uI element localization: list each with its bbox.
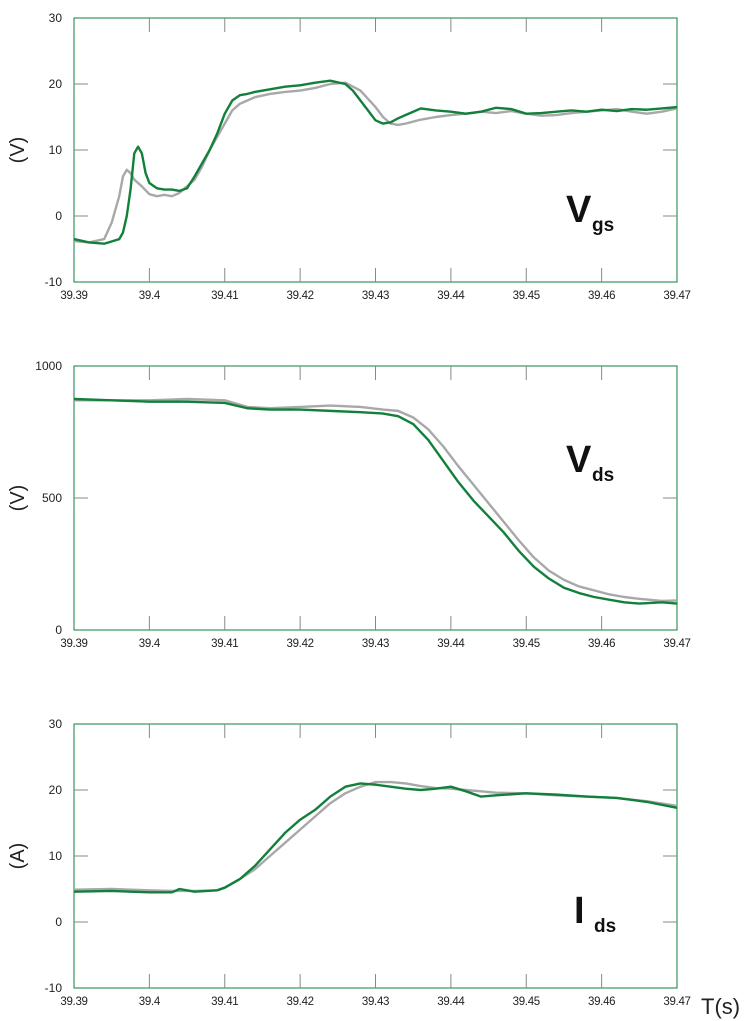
y-axis-label: (A) bbox=[7, 843, 29, 870]
signal-label-subscript: gs bbox=[592, 215, 614, 236]
y-tick-label: 1000 bbox=[35, 359, 62, 373]
panel-ids: 39.39 39.4 39.41 39.42 39.43 39.44 39.45 39.46 3… bbox=[7, 717, 691, 1008]
series-line-2 bbox=[74, 397, 677, 603]
x-tick-label: 39.39 bbox=[60, 638, 87, 650]
x-tick-label: 39.41 bbox=[211, 290, 238, 302]
y-tick-label: 30 bbox=[49, 717, 63, 731]
plot-frame bbox=[73, 365, 678, 631]
y-tick-label: 20 bbox=[49, 77, 63, 91]
y-tick-label: -10 bbox=[45, 981, 63, 995]
series-line-1 bbox=[74, 397, 677, 605]
x-tick-label: 39.39 bbox=[60, 996, 87, 1008]
plot-frame bbox=[73, 723, 678, 989]
x-tick-label: 39.44 bbox=[437, 638, 465, 650]
x-axis-unit-label: T(s) bbox=[701, 994, 740, 1019]
x-tick-label: 39.47 bbox=[663, 638, 690, 650]
x-tick-label: 39.45 bbox=[513, 638, 540, 650]
signal-label: I bbox=[574, 890, 585, 932]
panel-vgs: 39.39 39.4 39.41 39.42 39.43 39.44 39.45 39.46 3… bbox=[7, 11, 691, 302]
y-tick-label: 30 bbox=[49, 11, 63, 25]
y-tick-label: 0 bbox=[55, 915, 62, 929]
x-tick-label: 39.45 bbox=[513, 996, 540, 1008]
x-tick-label: 39.43 bbox=[362, 290, 389, 302]
y-axis-label: (V) bbox=[7, 137, 29, 164]
x-tick-label: 39.42 bbox=[286, 290, 313, 302]
series-line-2 bbox=[74, 81, 677, 244]
x-tick-label: 39.47 bbox=[663, 290, 690, 302]
x-tick-label: 39.42 bbox=[286, 996, 313, 1008]
y-tick-label: 0 bbox=[55, 209, 62, 223]
x-tick-label: 39.41 bbox=[211, 638, 238, 650]
x-tick-label: 39.41 bbox=[211, 996, 238, 1008]
signal-label-subscript: ds bbox=[592, 465, 614, 486]
y-tick-label: 10 bbox=[49, 143, 63, 157]
x-tick-label: 39.44 bbox=[437, 290, 465, 302]
y-tick-label: 500 bbox=[42, 491, 62, 505]
y-tick-label: 0 bbox=[55, 623, 62, 637]
y-axis-label: (V) bbox=[7, 485, 29, 512]
y-tick-label: -10 bbox=[45, 275, 63, 289]
x-tick-label: 39.47 bbox=[663, 996, 690, 1008]
x-tick-label: 39.4 bbox=[139, 996, 161, 1008]
series-line-1 bbox=[74, 79, 677, 245]
x-tick-label: 39.39 bbox=[60, 290, 87, 302]
x-tick-label: 39.46 bbox=[588, 638, 615, 650]
series-line-2 bbox=[74, 780, 677, 893]
panel-vds: 39.39 39.4 39.41 39.42 39.43 39.44 39.45 39.46 3… bbox=[7, 359, 691, 650]
signal-label-subscript: ds bbox=[594, 916, 616, 937]
y-tick-label: 10 bbox=[49, 849, 63, 863]
x-tick-label: 39.4 bbox=[139, 638, 161, 650]
x-tick-label: 39.46 bbox=[588, 290, 615, 302]
series-line-1 bbox=[74, 782, 677, 894]
x-tick-label: 39.42 bbox=[286, 638, 313, 650]
x-tick-label: 39.4 bbox=[139, 290, 161, 302]
x-tick-label: 39.43 bbox=[362, 996, 389, 1008]
plot-frame bbox=[73, 17, 678, 283]
x-tick-label: 39.46 bbox=[588, 996, 615, 1008]
signal-label: V bbox=[566, 439, 592, 481]
x-tick-label: 39.45 bbox=[513, 290, 540, 302]
x-tick-label: 39.43 bbox=[362, 638, 389, 650]
y-tick-label: 20 bbox=[49, 783, 63, 797]
x-tick-label: 39.44 bbox=[437, 996, 465, 1008]
signal-label: V bbox=[566, 189, 592, 231]
